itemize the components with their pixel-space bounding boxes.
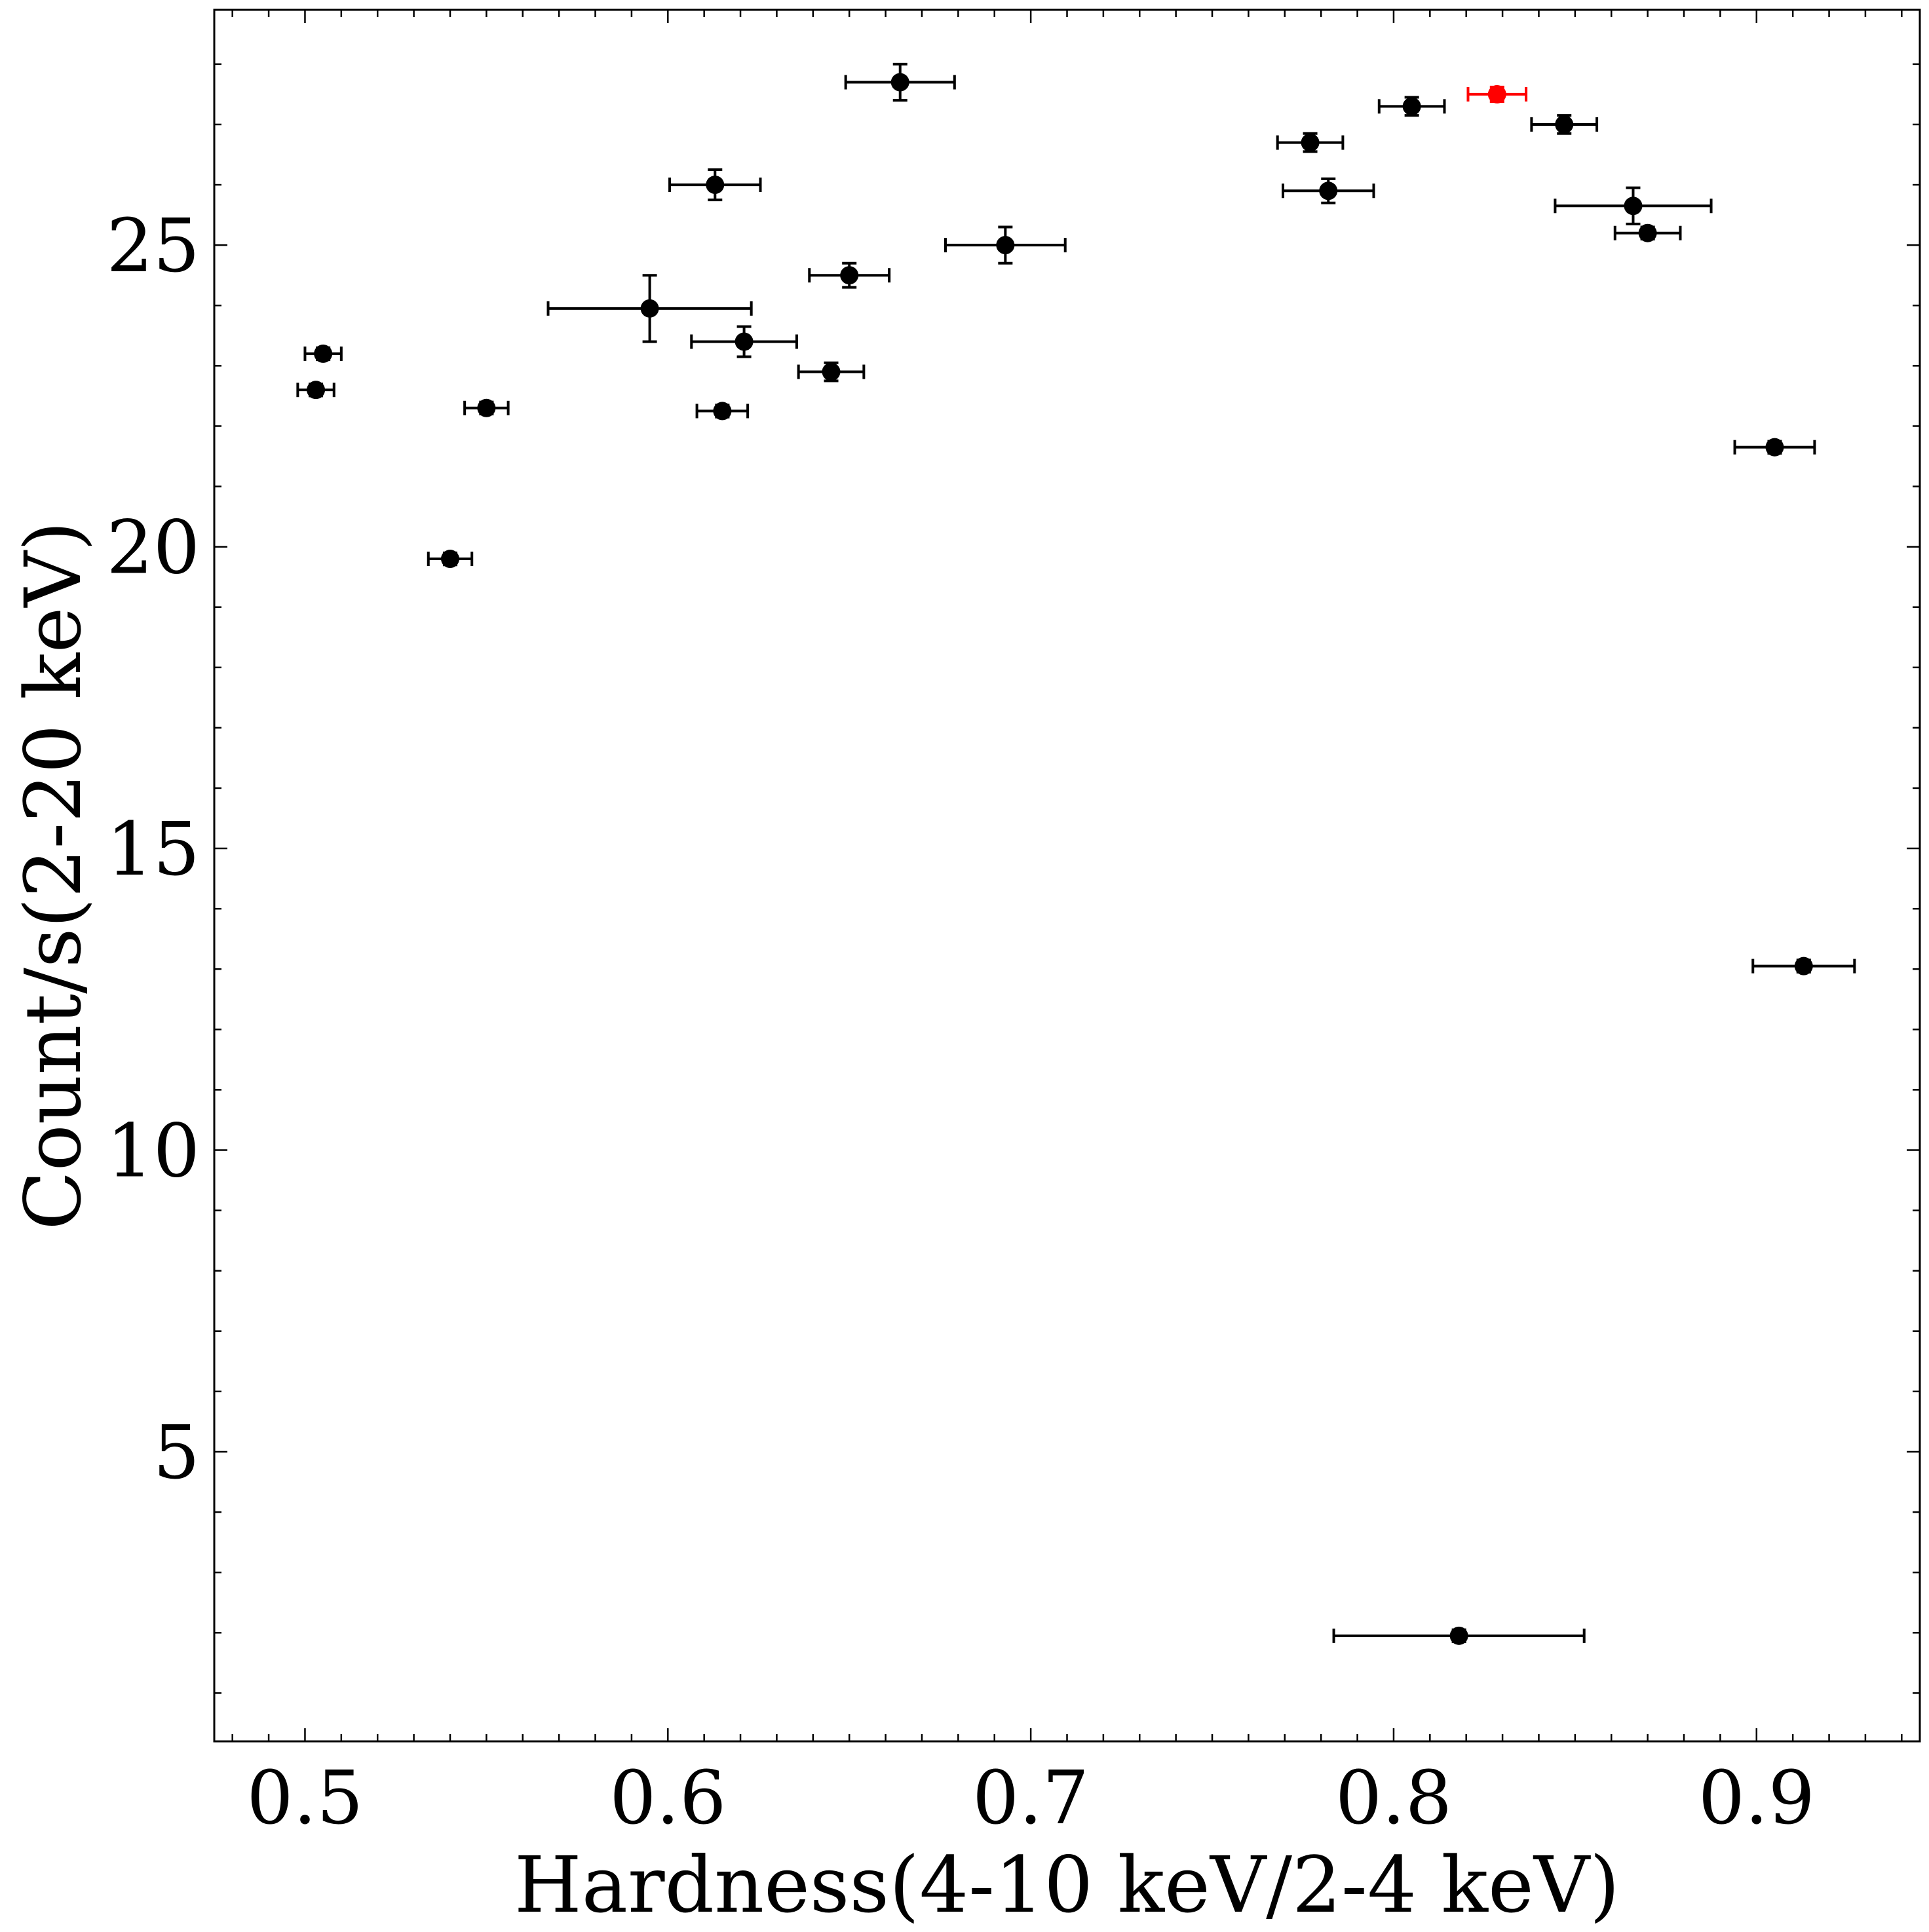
point-marker [890,73,909,92]
y-axis-ticks: 5 10 15 20 25 [106,63,1920,1694]
data-point [1377,96,1446,117]
point-marker [713,402,732,421]
point-marker [1794,957,1813,975]
data-point [303,344,343,363]
point-marker [706,176,725,195]
data-point [1530,114,1599,135]
point-marker [1301,133,1320,152]
data-point [690,325,798,358]
data-point [427,550,474,569]
x-tick-label: 0.5 [246,1756,363,1841]
data-point [1282,177,1375,204]
data-point [1554,186,1713,225]
x-axis-ticks: 0.5 0.6 0.7 0.8 0.9 [231,10,1903,1841]
highlighted-data-point [1466,85,1528,104]
data-point [1613,223,1682,242]
data-point [797,361,866,383]
point-marker [440,550,459,569]
point-marker [1624,197,1643,216]
data-point [1332,1626,1586,1645]
x-axis-title: Hardness(4-10 keV/2-4 keV) [514,1840,1620,1930]
point-marker [840,266,859,285]
x-tick-label: 0.9 [1698,1756,1815,1841]
data-point [1276,132,1345,153]
plot-frame [213,9,1921,1743]
data-point [296,381,335,400]
data-points [296,62,1856,1645]
x-tick-label: 0.8 [1335,1756,1452,1841]
point-marker [1765,438,1784,457]
point-marker [1402,97,1421,116]
data-point [1751,957,1856,975]
point-marker [1555,115,1574,134]
point-marker [307,381,326,400]
point-marker [822,362,841,381]
data-point [668,168,762,202]
x-tick-label: 0.7 [972,1756,1089,1841]
data-point [1733,438,1816,457]
point-marker [1449,1626,1468,1645]
point-marker [1319,181,1338,200]
data-point [844,62,956,102]
data-point [463,398,510,417]
y-tick-label: 15 [106,807,200,892]
point-marker [1487,85,1506,104]
data-point [546,274,753,343]
y-tick-label: 25 [106,204,200,289]
point-marker [996,236,1015,255]
y-tick-label: 5 [153,1411,200,1496]
data-point [695,402,750,421]
point-marker [314,344,333,363]
x-tick-label: 0.6 [609,1756,726,1841]
data-point [944,225,1067,265]
y-tick-label: 10 [106,1109,200,1194]
data-point [808,261,891,289]
point-marker [477,398,496,417]
point-marker [1638,223,1657,242]
y-axis-title: Count/s(2-20 keV) [8,521,98,1230]
point-marker [640,299,659,318]
point-marker [735,332,754,351]
y-tick-label: 20 [106,506,200,591]
